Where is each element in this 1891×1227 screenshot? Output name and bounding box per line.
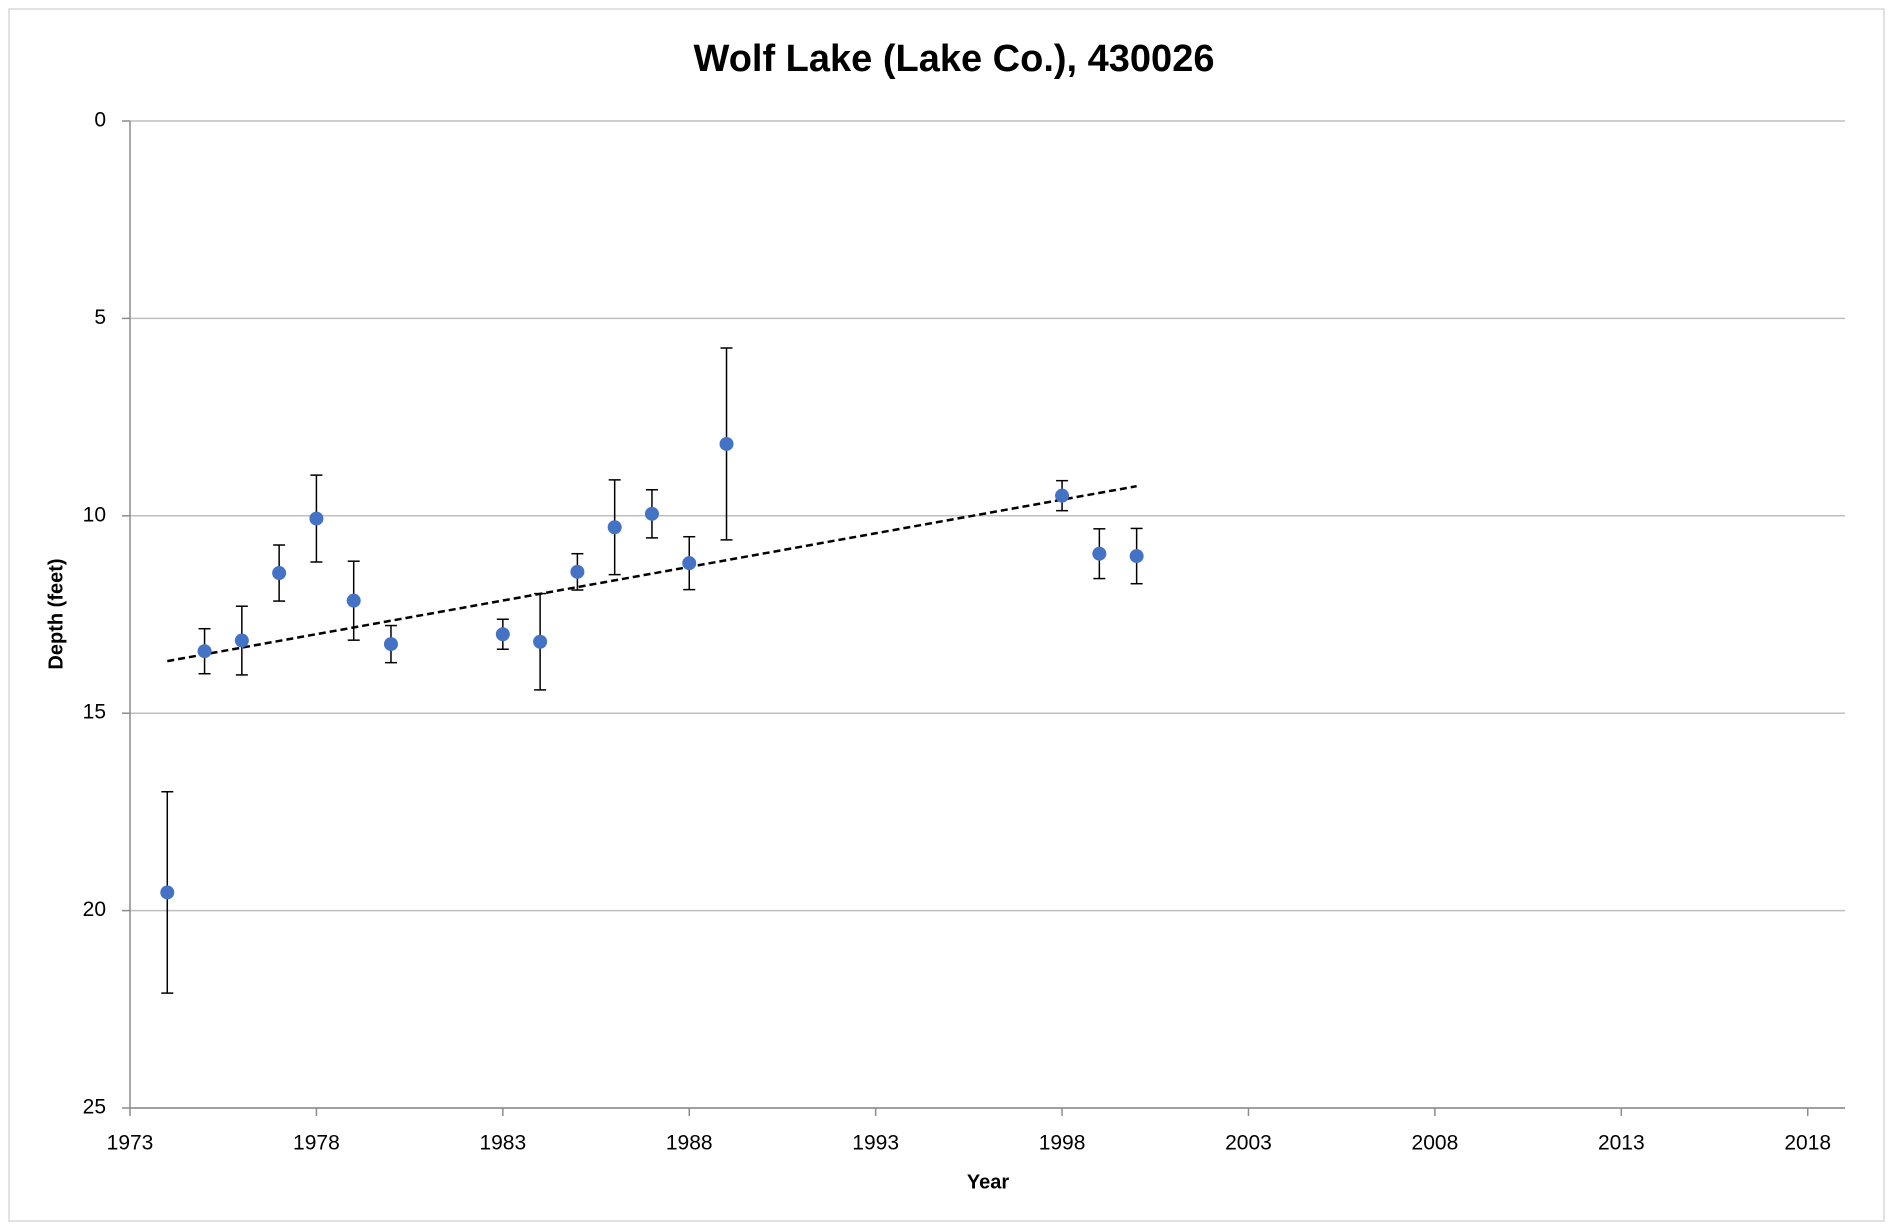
y-tick-label: 15 — [83, 701, 106, 724]
trendline — [167, 484, 1137, 663]
y-tick-label: 10 — [83, 503, 106, 526]
point — [383, 637, 398, 652]
chart-title: Wolf Lake (Lake Co.), 430026 — [694, 38, 1215, 80]
y-tick-label: 5 — [94, 306, 106, 329]
y-tick-label: 0 — [94, 109, 106, 132]
point — [160, 885, 175, 900]
point — [234, 633, 249, 648]
point — [495, 627, 510, 642]
x-tick-label: 2008 — [1412, 1132, 1459, 1155]
point — [644, 506, 659, 521]
point — [1092, 546, 1107, 561]
point — [1129, 549, 1144, 564]
x-tick-label: 2003 — [1225, 1132, 1272, 1155]
x-tick-label: 1993 — [852, 1132, 899, 1155]
point — [719, 436, 734, 451]
chart-frame — [8, 8, 1885, 1222]
point — [682, 556, 697, 571]
point — [197, 644, 212, 659]
x-tick-label: 1998 — [1039, 1132, 1086, 1155]
point — [346, 593, 361, 608]
point — [570, 564, 585, 579]
point — [309, 511, 324, 526]
x-tick-label: 2013 — [1598, 1132, 1645, 1155]
point — [1055, 488, 1070, 503]
x-axis-title: Year — [967, 1171, 1009, 1193]
x-tick-label: 1988 — [666, 1132, 713, 1155]
point — [533, 634, 548, 649]
point — [272, 566, 287, 581]
y-axis-title: Depth (feet) — [45, 558, 67, 669]
y-tick-label: 20 — [83, 898, 106, 921]
point — [607, 520, 622, 535]
y-tick-label: 25 — [83, 1096, 106, 1119]
x-tick-label: 2018 — [1784, 1132, 1831, 1155]
x-tick-label: 1973 — [107, 1132, 154, 1155]
x-tick-label: 1983 — [479, 1132, 526, 1155]
x-tick-label: 1978 — [293, 1132, 340, 1155]
